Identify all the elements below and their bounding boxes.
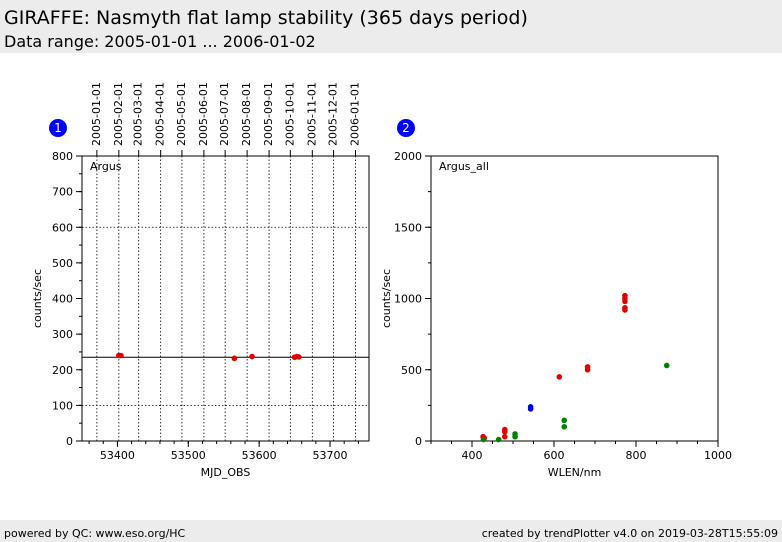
chart1-y-axis-label: counts/sec — [31, 269, 44, 328]
chart2-data-point — [480, 436, 487, 443]
chart1-date-tick-label: 2005-02-01 — [112, 82, 125, 146]
chart1-date-tick-label: 2005-08-01 — [240, 82, 253, 146]
chart1-y-tick-label: 0 — [66, 435, 73, 448]
chart2-y-tick-label: 500 — [401, 364, 422, 377]
chart1-x-axis-label: MJD_OBS — [201, 466, 251, 479]
chart1-data-point — [231, 355, 238, 362]
chart1-badge — [49, 119, 67, 137]
page-header: GIRAFFE: Nasmyth flat lamp stability (36… — [0, 0, 782, 53]
chart1-x-tick-label: 53500 — [171, 449, 206, 462]
chart2-x-tick-label: 800 — [626, 449, 647, 462]
chart1-date-tick-label: 2005-11-01 — [305, 82, 318, 146]
chart1-y-tick-label: 300 — [52, 328, 73, 341]
page-footer: powered by QC: www.eso.org/HC created by… — [0, 520, 782, 542]
chart2-data-point — [561, 417, 568, 424]
page-title: GIRAFFE: Nasmyth flat lamp stability (36… — [4, 7, 528, 29]
chart2-data-point — [502, 433, 508, 440]
chart1-date-tick-label: 2005-10-01 — [283, 82, 296, 146]
chart1-y-tick-label: 800 — [52, 150, 73, 163]
chart2-data-point — [561, 423, 568, 430]
chart2-data-point — [502, 428, 508, 435]
chart1-date-tick-label: 2005-09-01 — [262, 82, 275, 146]
chart2-y-tick-label: 2000 — [394, 150, 422, 163]
chart2-badge — [397, 119, 415, 137]
chart2-plot-frame — [430, 155, 719, 442]
chart1-y-tick-label: 100 — [52, 399, 73, 412]
chart1-date-tick-label: 2005-03-01 — [132, 82, 145, 146]
chart2-data-point — [663, 362, 670, 369]
chart1-x-tick-label: 53400 — [100, 449, 135, 462]
chart1-date-tick-label: 2005-12-01 — [327, 82, 340, 146]
chart2-y-axis-label: counts/sec — [380, 269, 393, 328]
chart1-x-tick-label: 53600 — [242, 449, 277, 462]
chart2-data-point — [622, 298, 628, 305]
chart2-data-point — [622, 307, 628, 313]
chart1-badge-number: 1 — [54, 121, 62, 135]
chart2-x-tick-label: 400 — [462, 449, 483, 462]
chart1-date-tick-label: 2005-05-01 — [175, 82, 188, 146]
chart1-date-tick-label: 2005-04-01 — [154, 82, 167, 146]
chart2-badge-number: 2 — [402, 121, 410, 135]
chart1-y-tick-label: 600 — [52, 221, 73, 234]
chart2-data-point — [495, 436, 502, 443]
chart1-data-point — [249, 353, 255, 360]
chart1-y-tick-label: 700 — [52, 186, 73, 199]
chart1-data-point — [296, 354, 302, 360]
chart1-y-tick-label: 500 — [52, 257, 73, 270]
chart1-date-tick-label: 2005-01-01 — [90, 82, 103, 146]
chart1-y-tick-label: 400 — [52, 293, 73, 306]
chart2-data-point — [527, 406, 534, 412]
chart2-y-tick-label: 1000 — [394, 293, 422, 306]
chart1-data-point — [118, 352, 124, 359]
chart1-x-tick-label: 53700 — [313, 449, 348, 462]
chart1-y-tick-label: 200 — [52, 364, 73, 377]
footer-created-by: created by trendPlotter v4.0 on 2019-03-… — [481, 527, 778, 540]
chart2-data-point — [556, 374, 563, 380]
chart1-date-tick-label: 2006-01-01 — [349, 82, 362, 146]
chart2-x-tick-label: 1000 — [704, 449, 732, 462]
chart2-x-tick-label: 600 — [544, 449, 565, 462]
chart2-data-point — [584, 366, 591, 373]
data-range: Data range: 2005-01-01 ... 2006-01-02 — [4, 32, 316, 51]
chart1-date-tick-label: 2005-06-01 — [197, 82, 210, 146]
chart1-date-tick-label: 2005-07-01 — [218, 82, 231, 146]
chart2-y-tick-label: 1500 — [394, 221, 422, 234]
chart1-series-label: Argus — [90, 160, 122, 173]
chart2-data-point — [512, 433, 518, 440]
chart2-x-axis-label: WLEN/nm — [548, 466, 602, 479]
chart2-series-label: Argus_all — [439, 160, 489, 173]
footer-powered-by: powered by QC: www.eso.org/HC — [4, 527, 186, 540]
chart2-y-tick-label: 0 — [415, 435, 422, 448]
